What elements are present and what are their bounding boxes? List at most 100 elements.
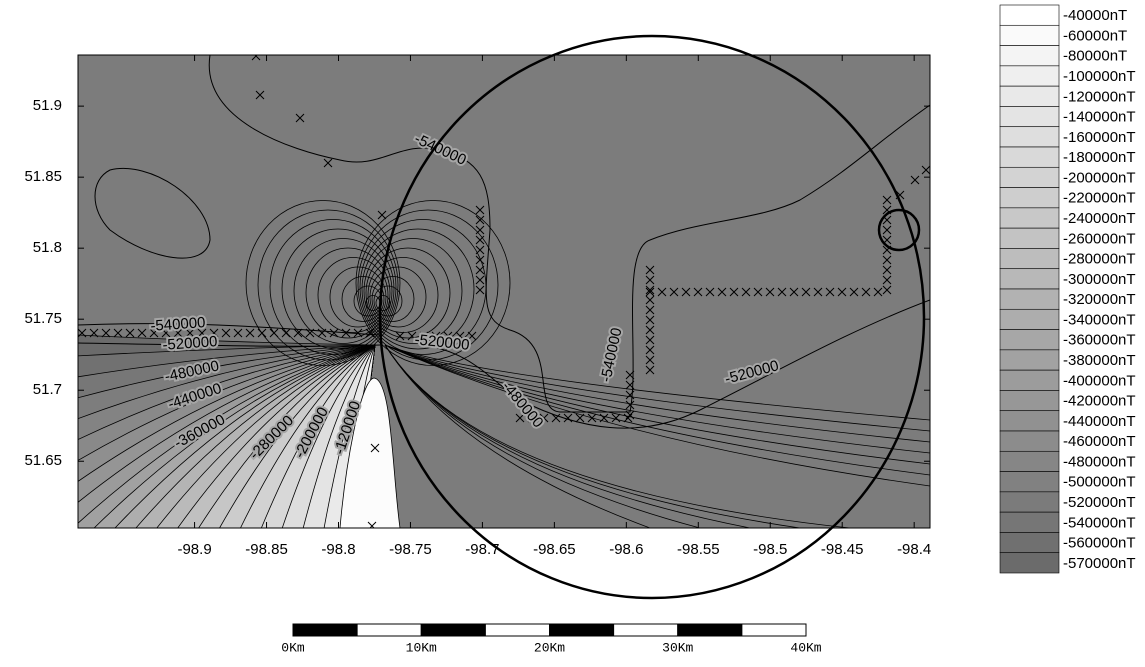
- station-mark: [657, 287, 667, 297]
- station-mark: [693, 287, 703, 297]
- station-mark: [197, 328, 207, 338]
- legend-label: -200000nT: [1063, 169, 1136, 186]
- dipole-contour: [293, 238, 393, 344]
- y-tick-label: 51.7: [33, 381, 62, 398]
- station-mark: [717, 287, 727, 297]
- station-mark: [527, 413, 537, 423]
- station-mark: [475, 285, 485, 295]
- dipole-contour: [365, 247, 451, 339]
- station-mark: [269, 328, 279, 338]
- station-mark: [645, 365, 655, 375]
- legend-label: -140000nT: [1063, 109, 1136, 126]
- legend-swatch: [999, 450, 1060, 472]
- dipole-contour: [355, 200, 511, 366]
- station-mark: [587, 413, 597, 423]
- legend-label: -240000nT: [1063, 210, 1136, 227]
- dipole-contour: [305, 247, 391, 339]
- station-mark: [645, 287, 655, 297]
- legend-label: -180000nT: [1063, 149, 1136, 166]
- station-mark: [221, 328, 231, 338]
- legend-label: -280000nT: [1063, 251, 1136, 268]
- x-tick-label: -98.85: [245, 541, 288, 558]
- station-mark: [233, 328, 243, 338]
- legend-label: -360000nT: [1063, 332, 1136, 349]
- station-mark: [645, 285, 655, 295]
- station-mark: [882, 255, 892, 265]
- x-tick-label: -98.9: [177, 541, 211, 558]
- station-mark: [377, 210, 387, 220]
- station-mark: [575, 413, 585, 423]
- station-mark: [645, 295, 655, 305]
- station-mark: [765, 287, 775, 297]
- legend-swatch: [999, 146, 1060, 168]
- station-mark: [921, 165, 930, 175]
- contour-line: [384, 344, 930, 432]
- dipole-contour: [245, 200, 401, 366]
- dipole-contour: [329, 266, 387, 328]
- contour-line: [208, 55, 930, 413]
- station-mark: [625, 400, 635, 410]
- station-mark: [370, 443, 380, 453]
- contour-line: [384, 344, 851, 528]
- station-mark: [431, 331, 441, 341]
- x-tick-label: -98.8: [321, 541, 355, 558]
- station-mark: [645, 345, 655, 355]
- station-mark: [443, 331, 453, 341]
- x-tick-label: -98.6: [609, 541, 643, 558]
- legend-swatch: [999, 390, 1060, 412]
- station-mark: [563, 413, 573, 423]
- station-mark: [89, 328, 99, 338]
- y-tick-label: 51.8: [33, 239, 62, 256]
- overlay: [77, 34, 931, 600]
- legend-swatch: [999, 227, 1060, 249]
- station-mark: [353, 328, 363, 338]
- contour-line: [78, 323, 381, 336]
- station-mark: [645, 315, 655, 325]
- legend-label: -540000nT: [1063, 514, 1136, 531]
- station-mark: [257, 328, 267, 338]
- legend-label: -560000nT: [1063, 535, 1136, 552]
- station-mark: [295, 113, 305, 123]
- legend-swatch: [999, 4, 1060, 26]
- station-mark: [789, 287, 799, 297]
- station-mark: [645, 305, 655, 315]
- scale-bar-segment: [420, 623, 486, 637]
- station-mark: [113, 328, 123, 338]
- survey-circle: [378, 34, 926, 600]
- station-mark: [882, 225, 892, 235]
- station-mark: [777, 287, 787, 297]
- station-mark: [475, 245, 485, 255]
- station-mark: [825, 287, 835, 297]
- small-circle: [877, 208, 921, 252]
- station-mark: [882, 285, 892, 295]
- y-tick-label: 51.9: [33, 97, 62, 114]
- x-tick-label: -98.45: [821, 541, 864, 558]
- legend-label: -160000nT: [1063, 129, 1136, 146]
- legend-swatch: [999, 349, 1060, 371]
- legend-label: -480000nT: [1063, 453, 1136, 470]
- contour-line: [78, 342, 381, 347]
- legend-label: -300000nT: [1063, 271, 1136, 288]
- station-mark: [245, 328, 255, 338]
- station-mark: [293, 328, 303, 338]
- legend-swatch: [999, 471, 1060, 493]
- station-mark: [173, 328, 183, 338]
- station-mark: [407, 331, 417, 341]
- plot-area: -540000-540000-520000-480000-440000-3600…: [78, 55, 930, 528]
- station-mark: [329, 328, 339, 338]
- dipole-contour: [281, 228, 395, 350]
- legend-label: -60000nT: [1063, 27, 1127, 44]
- station-mark: [539, 413, 549, 423]
- station-mark: [729, 287, 739, 297]
- legend-label: -340000nT: [1063, 311, 1136, 328]
- station-mark: [419, 331, 429, 341]
- station-mark: [475, 225, 485, 235]
- station-mark: [515, 413, 525, 423]
- legend-swatch: [999, 329, 1060, 351]
- legend-label: -320000nT: [1063, 291, 1136, 308]
- legend-swatch: [999, 430, 1060, 452]
- station-mark: [645, 325, 655, 335]
- legend-swatch: [999, 65, 1060, 87]
- legend-label: -520000nT: [1063, 494, 1136, 511]
